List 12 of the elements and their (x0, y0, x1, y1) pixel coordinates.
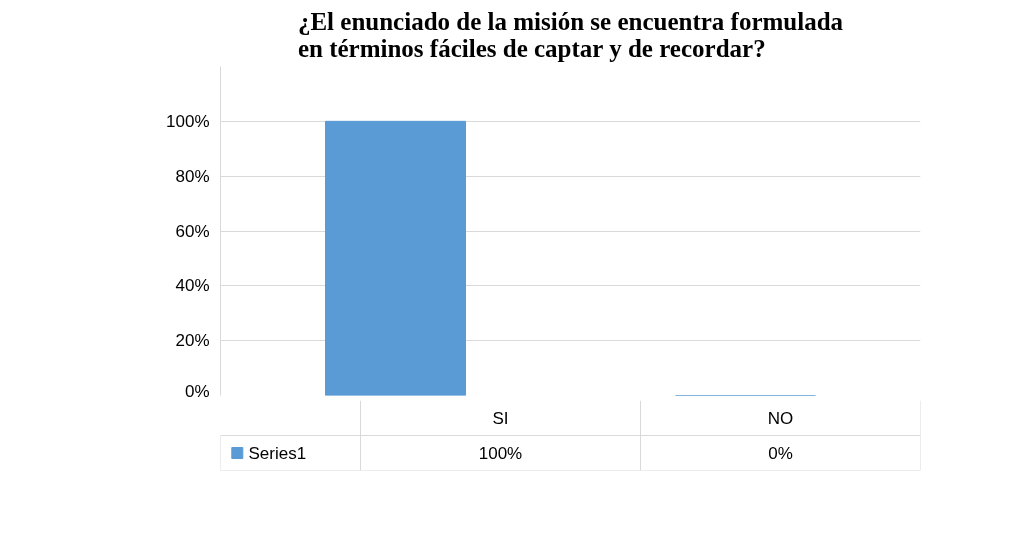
legend-label: Series1 (248, 443, 307, 463)
x-tick-label: SI (492, 408, 509, 428)
data-label: 0% (768, 443, 793, 463)
y-tick-label: 80% (175, 166, 210, 186)
y-tick-label: 0% (184, 381, 210, 401)
y-tick-label: 60% (175, 221, 210, 241)
data-label: 100% (478, 443, 523, 463)
x-tick-label: NO (767, 408, 794, 428)
y-tick-label: 40% (175, 276, 210, 296)
y-tick-label: 100% (166, 111, 210, 131)
y-tick-label: 20% (175, 331, 210, 351)
chart-title: ¿El enunciado de la misión se encuentra formulada en términos fáciles de captar y de recordar? (297, 7, 844, 62)
